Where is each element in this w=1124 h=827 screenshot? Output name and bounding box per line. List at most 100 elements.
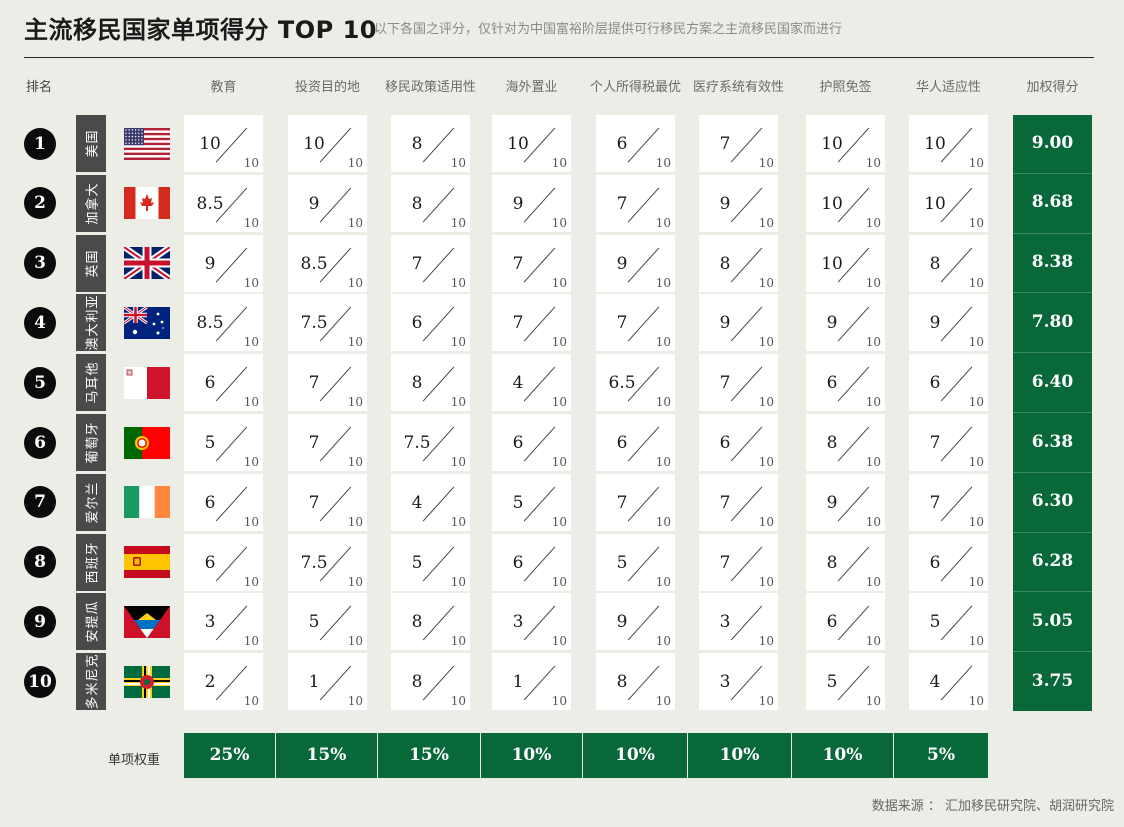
- score-cell: 10 10: [184, 115, 263, 172]
- score-value: 6: [411, 313, 423, 334]
- score-denominator: 10: [758, 335, 774, 350]
- score-cell: 9 10: [806, 294, 885, 352]
- score-value: 3: [512, 612, 524, 633]
- score-cell: 8 10: [806, 533, 885, 591]
- score-cell: 7 10: [699, 533, 778, 591]
- weighted-score-header: 加权得分: [1026, 80, 1079, 95]
- score-denominator: 10: [347, 455, 363, 469]
- score-denominator: 10: [243, 455, 259, 469]
- score-denominator: 10: [347, 514, 363, 529]
- weight-cell: 10%: [583, 733, 687, 778]
- score-value: 7: [616, 193, 628, 214]
- weight-cell: 10%: [792, 733, 893, 778]
- header-divider: [24, 57, 1094, 58]
- score-value: 8: [929, 253, 941, 274]
- score-denominator: 10: [865, 694, 881, 709]
- score-denominator: 10: [655, 514, 671, 529]
- score-value: 3: [719, 612, 731, 633]
- score-cell: 9 10: [288, 174, 367, 232]
- score-denominator: 10: [968, 514, 984, 529]
- column-header: 投资目的地: [294, 80, 360, 95]
- weighted-score: 8.68: [1031, 192, 1074, 213]
- score-value: 6: [616, 134, 628, 154]
- weighted-score: 3.75: [1031, 670, 1074, 691]
- score-value: 5: [204, 433, 216, 453]
- score-cell: 5 10: [184, 414, 263, 471]
- weighted-score-column: [1013, 115, 1092, 711]
- score-cell: 3 10: [699, 653, 778, 711]
- page-subtitle: 以下各国之评分，仅针对为中国富裕阶层提供可行移民方案之主流移民国家而进行: [374, 22, 843, 37]
- score-value: 9: [929, 313, 941, 334]
- score-denominator: 10: [551, 574, 567, 589]
- score-denominator: 10: [243, 395, 259, 410]
- score-value: 9: [826, 492, 838, 513]
- score-value: 10: [821, 134, 843, 154]
- rank-badge: 9: [24, 605, 56, 638]
- score-denominator: 10: [758, 455, 774, 469]
- weighted-row-divider: [1013, 232, 1092, 234]
- score-denominator: 10: [865, 514, 881, 529]
- weighted-score: 6.38: [1031, 431, 1074, 452]
- score-denominator: 10: [758, 514, 774, 529]
- score-cell: 7 10: [699, 473, 778, 531]
- score-denominator: 10: [865, 156, 881, 170]
- score-cell: 7 10: [596, 473, 675, 531]
- score-cell: 9 10: [184, 234, 263, 292]
- score-denominator: 10: [758, 156, 774, 170]
- score-cell: 7 10: [492, 234, 571, 292]
- score-value: 4: [411, 492, 423, 513]
- country-name: 英国: [85, 249, 101, 278]
- weighted-row-divider: [1013, 471, 1092, 473]
- score-cell: 6 10: [596, 115, 675, 172]
- score-cell: 4 10: [909, 653, 988, 711]
- score-cell: 6 10: [184, 533, 263, 591]
- score-cell: 7 10: [699, 354, 778, 412]
- score-denominator: 10: [450, 156, 466, 170]
- weighted-score: 8.38: [1031, 252, 1074, 273]
- score-value: 7.5: [300, 552, 328, 573]
- score-denominator: 10: [655, 395, 671, 410]
- score-value: 7: [308, 433, 320, 453]
- uk-flag: [124, 247, 170, 280]
- score-denominator: 10: [347, 215, 363, 230]
- country-name-tag: 美国: [76, 115, 106, 172]
- score-denominator: 10: [655, 455, 671, 469]
- score-denominator: 10: [968, 215, 984, 230]
- column-header: 护照免签: [819, 80, 872, 95]
- country-name: 澳大利亚: [85, 294, 101, 351]
- column-header: 个人所得税最优: [589, 80, 681, 95]
- weight-cell: 15%: [276, 733, 377, 778]
- spain-flag: [124, 546, 170, 579]
- score-cell: 7 10: [596, 294, 675, 352]
- score-denominator: 10: [968, 634, 984, 649]
- score-denominator: 10: [758, 215, 774, 230]
- score-cell: 6.5 10: [596, 354, 675, 412]
- country-name: 葡萄牙: [85, 421, 101, 464]
- score-denominator: 10: [243, 156, 259, 170]
- country-name: 多米尼克: [85, 653, 101, 710]
- score-cell: 8.5 10: [184, 294, 263, 352]
- country-name: 马耳他: [85, 361, 101, 404]
- score-denominator: 10: [865, 634, 881, 649]
- score-denominator: 10: [243, 275, 259, 290]
- score-value: 4: [929, 672, 941, 693]
- weighted-row-divider: [1013, 412, 1092, 413]
- country-name-tag: 英国: [76, 234, 106, 292]
- score-cell: 6 10: [806, 593, 885, 651]
- score-value: 9: [512, 193, 524, 214]
- score-value: 10: [821, 193, 843, 214]
- country-name-tag: 葡萄牙: [76, 414, 106, 471]
- score-value: 5: [411, 552, 423, 573]
- score-cell: 9 10: [909, 294, 988, 352]
- score-cell: 7.5 10: [391, 414, 470, 471]
- score-value: 8: [719, 253, 731, 274]
- header: 主流移民国家单项得分 TOP 10 以下各国之评分，仅针对为中国富裕阶层提供可行…: [24, 10, 1094, 58]
- score-cell: 4 10: [492, 354, 571, 412]
- rank-badge: 2: [24, 187, 56, 220]
- weighted-row-divider: [1013, 172, 1092, 174]
- score-cell: 8 10: [806, 414, 885, 471]
- score-value: 5: [616, 552, 628, 573]
- score-cell: 3 10: [492, 593, 571, 651]
- score-value: 3: [204, 612, 216, 633]
- score-denominator: 10: [865, 275, 881, 290]
